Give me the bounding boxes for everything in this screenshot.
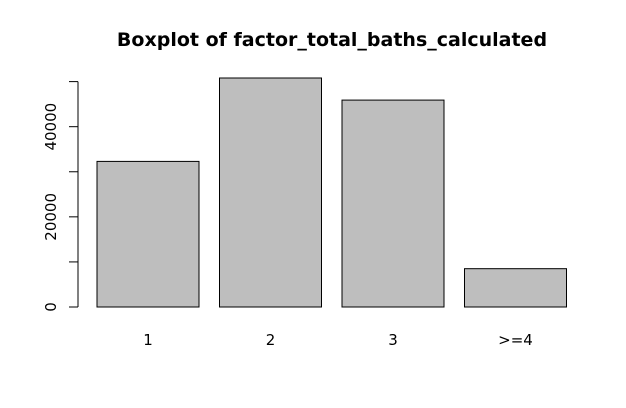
x-axis-labels: 1 2 3 >=4: [143, 331, 533, 349]
x-tick-label: 1: [143, 331, 153, 349]
x-tick-label: 3: [388, 331, 398, 349]
x-tick-label: >=4: [498, 331, 533, 349]
bar-4: [464, 268, 567, 308]
bar-2: [219, 77, 322, 308]
bar-3: [341, 99, 445, 308]
y-tick-label: 0: [42, 302, 60, 312]
y-tick-label: 20000: [42, 193, 60, 241]
bars: [96, 77, 567, 308]
bar-1: [96, 160, 200, 308]
x-tick-label: 2: [266, 331, 276, 349]
y-axis: 0 20000 40000: [42, 81, 79, 312]
y-tick-label: 40000: [42, 103, 60, 151]
chart-title: Boxplot of factor_total_baths_calculated: [117, 29, 547, 51]
